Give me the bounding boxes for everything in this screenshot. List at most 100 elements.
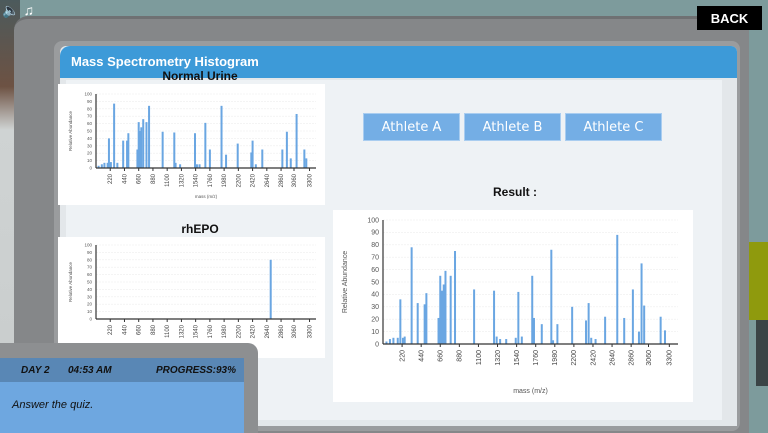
svg-text:100: 100 xyxy=(367,217,379,224)
svg-text:2860: 2860 xyxy=(279,324,285,338)
svg-text:80: 80 xyxy=(87,257,93,262)
athlete-b-button[interactable]: Athlete B xyxy=(464,113,561,141)
svg-text:2420: 2420 xyxy=(590,350,597,366)
svg-text:1760: 1760 xyxy=(533,350,540,366)
panel-title: Mass Spectrometry Histogram xyxy=(71,54,259,69)
athlete-a-button[interactable]: Athlete A xyxy=(363,113,460,141)
svg-text:220: 220 xyxy=(108,173,114,184)
status-hud: DAY 2 04:53 AM PROGRESS: 93% Answer the … xyxy=(0,343,258,433)
panel-header: Mass Spectrometry Histogram xyxy=(60,46,737,78)
svg-text:Relative Abundance: Relative Abundance xyxy=(342,251,349,313)
svg-text:80: 80 xyxy=(371,242,379,249)
svg-text:1760: 1760 xyxy=(208,324,214,338)
svg-text:90: 90 xyxy=(87,99,93,104)
svg-text:60: 60 xyxy=(371,267,379,274)
svg-text:1760: 1760 xyxy=(208,173,214,187)
svg-text:50: 50 xyxy=(87,280,93,285)
svg-text:1540: 1540 xyxy=(514,350,521,366)
svg-text:2640: 2640 xyxy=(265,173,271,187)
svg-text:1100: 1100 xyxy=(165,173,171,187)
svg-text:60: 60 xyxy=(87,121,93,126)
svg-text:2200: 2200 xyxy=(571,350,578,366)
svg-text:2420: 2420 xyxy=(251,324,257,338)
svg-text:50: 50 xyxy=(87,129,93,134)
instruction-message: Answer the quiz. xyxy=(12,399,94,411)
svg-text:70: 70 xyxy=(87,265,93,270)
svg-text:440: 440 xyxy=(419,350,426,362)
svg-text:880: 880 xyxy=(457,350,464,362)
day-label: DAY 2 xyxy=(21,365,50,376)
svg-text:1980: 1980 xyxy=(552,350,559,366)
svg-text:2640: 2640 xyxy=(265,324,271,338)
hud-message-area xyxy=(0,382,244,433)
svg-text:30: 30 xyxy=(87,294,93,299)
svg-text:0: 0 xyxy=(375,341,379,348)
svg-text:100: 100 xyxy=(84,243,92,248)
svg-text:1100: 1100 xyxy=(476,350,483,365)
svg-text:660: 660 xyxy=(137,173,143,184)
svg-text:0: 0 xyxy=(89,166,92,171)
svg-text:20: 20 xyxy=(371,317,379,324)
svg-text:880: 880 xyxy=(151,173,157,184)
rhepo-title: rhEPO xyxy=(181,222,219,236)
athlete-c-button[interactable]: Athlete C xyxy=(565,113,662,141)
svg-text:1320: 1320 xyxy=(495,350,502,366)
svg-text:660: 660 xyxy=(137,324,143,335)
svg-text:70: 70 xyxy=(371,255,379,262)
svg-text:100: 100 xyxy=(84,92,92,97)
result-chart: 0 10 20 30 40 50 60 70 80 90 100 220 440 660 880 1100 13… xyxy=(333,210,693,402)
svg-text:3300: 3300 xyxy=(667,350,674,366)
rhepo-chart: 0 10 20 30 40 50 60 70 80 90 100 220 440 660 880 1100 13… xyxy=(58,237,325,358)
speaker-icon[interactable]: 🔈 xyxy=(2,2,20,18)
svg-text:50: 50 xyxy=(371,279,379,286)
svg-text:10: 10 xyxy=(87,309,93,314)
svg-text:30: 30 xyxy=(371,304,379,311)
svg-text:0: 0 xyxy=(89,317,92,322)
progress-label: PROGRESS: xyxy=(156,365,217,376)
svg-text:90: 90 xyxy=(87,250,93,255)
svg-text:40: 40 xyxy=(87,287,93,292)
svg-text:Relative Abundance: Relative Abundance xyxy=(68,110,73,151)
svg-text:1980: 1980 xyxy=(222,324,228,338)
svg-text:60: 60 xyxy=(87,272,93,277)
svg-text:1320: 1320 xyxy=(179,173,185,187)
svg-text:2420: 2420 xyxy=(251,173,257,187)
svg-text:2200: 2200 xyxy=(236,324,242,338)
svg-text:1320: 1320 xyxy=(179,324,185,338)
svg-text:mass (m/z): mass (m/z) xyxy=(195,194,218,199)
music-note-icon[interactable]: ♫ xyxy=(23,2,34,18)
svg-text:1980: 1980 xyxy=(222,173,228,187)
svg-text:2860: 2860 xyxy=(279,173,285,187)
svg-text:220: 220 xyxy=(399,350,406,362)
audio-controls: 🔈 ♫ xyxy=(2,2,34,19)
back-button[interactable]: BACK xyxy=(697,6,762,30)
svg-text:1540: 1540 xyxy=(194,324,200,338)
svg-text:20: 20 xyxy=(87,151,93,156)
svg-text:40: 40 xyxy=(87,136,93,141)
hud-status-bar: DAY 2 04:53 AM PROGRESS: 93% xyxy=(0,358,244,382)
svg-text:1100: 1100 xyxy=(165,324,171,338)
svg-text:70: 70 xyxy=(87,114,93,119)
svg-text:660: 660 xyxy=(438,350,445,362)
svg-text:440: 440 xyxy=(122,173,128,184)
svg-text:3060: 3060 xyxy=(646,350,653,366)
time-label: 04:53 AM xyxy=(68,365,112,376)
progress-value: 93% xyxy=(216,365,237,376)
svg-text:90: 90 xyxy=(371,230,379,237)
svg-text:80: 80 xyxy=(87,106,93,111)
svg-text:440: 440 xyxy=(122,324,128,335)
svg-text:2200: 2200 xyxy=(236,173,242,187)
background-dark-block xyxy=(756,320,768,386)
svg-text:3060: 3060 xyxy=(292,324,298,338)
svg-text:3300: 3300 xyxy=(308,324,314,338)
svg-text:880: 880 xyxy=(151,324,157,335)
svg-text:20: 20 xyxy=(87,302,93,307)
svg-text:30: 30 xyxy=(87,143,93,148)
svg-text:3300: 3300 xyxy=(308,173,314,187)
svg-text:3060: 3060 xyxy=(292,173,298,187)
svg-text:mass (m/z): mass (m/z) xyxy=(513,388,548,395)
svg-text:10: 10 xyxy=(87,158,93,163)
svg-text:2640: 2640 xyxy=(609,350,616,366)
svg-text:1540: 1540 xyxy=(194,173,200,187)
normal-urine-title: Normal Urine xyxy=(162,69,238,83)
